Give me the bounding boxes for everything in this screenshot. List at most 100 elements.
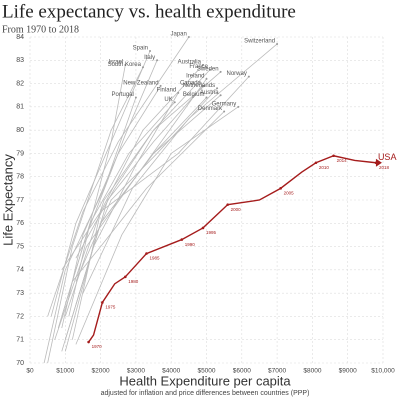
point-label: 1980	[128, 279, 139, 284]
series-line	[61, 85, 161, 329]
series-label: Canada	[180, 80, 202, 86]
x-tick-label: $5000	[197, 368, 215, 375]
series-line	[64, 97, 207, 340]
end-arrow	[375, 158, 382, 167]
series-label: UK	[164, 97, 172, 103]
y-tick-label: 75	[16, 243, 24, 250]
point-label: 2014	[337, 158, 348, 163]
x-axis-label: Health Expenditure per capita	[119, 373, 291, 388]
point-label: 1990	[185, 242, 196, 247]
point	[87, 340, 90, 344]
chart-title: Life expectancy vs. health expenditure	[2, 1, 296, 22]
series-label: Belgium	[183, 92, 205, 98]
x-tick-label: $3000	[127, 368, 145, 375]
end-point	[216, 87, 219, 90]
end-point	[201, 63, 204, 66]
end-point	[201, 84, 204, 87]
end-point	[177, 91, 180, 94]
y-tick-label: 71	[16, 337, 24, 344]
series-line	[43, 97, 137, 364]
point	[332, 154, 335, 158]
series-line	[75, 106, 239, 345]
series-label: Sweden	[197, 67, 219, 73]
x-tick-label: $1000	[56, 368, 74, 375]
end-point	[237, 105, 240, 108]
series-line	[68, 64, 126, 317]
y-tick-label: 82	[16, 80, 24, 87]
series-line	[61, 101, 176, 317]
series-line	[75, 85, 204, 305]
point	[180, 238, 184, 241]
point-label: 2000	[231, 207, 242, 212]
series-label: Portugal	[112, 92, 134, 98]
point	[201, 226, 205, 230]
y-tick-label: 80	[16, 127, 24, 134]
y-tick-label: 74	[16, 267, 24, 274]
series-label: Ireland	[186, 73, 204, 79]
series-label: Austria	[200, 90, 219, 96]
y-axis-label: Life Expectancy	[0, 154, 15, 246]
end-point	[141, 66, 144, 69]
x-tick-label: $4000	[162, 368, 180, 375]
series-line	[75, 71, 221, 259]
y-tick-label: 79	[16, 150, 24, 157]
series-line	[64, 69, 211, 317]
end-point	[247, 75, 250, 78]
end-point	[276, 42, 279, 45]
end-point	[156, 59, 159, 62]
end-point	[205, 77, 208, 80]
series-label: South Korea	[108, 62, 142, 68]
point-label: 2005	[284, 191, 295, 196]
point	[124, 275, 127, 279]
end-point	[124, 63, 127, 66]
point-label: 1995	[206, 230, 217, 235]
x-tick-label: $10,000	[371, 368, 395, 375]
point-label: 2010	[319, 165, 330, 170]
series-label: France	[189, 64, 208, 70]
series-line	[71, 64, 204, 340]
end-point	[173, 101, 176, 104]
series-line	[64, 92, 179, 352]
series-line	[47, 67, 144, 364]
series-label: Israel	[109, 60, 124, 66]
series-label: Norway	[227, 71, 247, 77]
y-tick-label: 76	[16, 220, 24, 227]
end-point	[134, 96, 137, 99]
x-tick-label: $2000	[92, 368, 110, 375]
series-line	[88, 155, 377, 343]
series-label: Germany	[212, 101, 237, 107]
point-label: 1970	[92, 344, 103, 349]
end-point	[149, 49, 152, 52]
x-tick-label: $6000	[233, 368, 251, 375]
series-label: Australia	[178, 60, 202, 66]
y-tick-label: 72	[16, 313, 24, 320]
point	[314, 161, 318, 165]
series-line	[61, 76, 250, 271]
point	[279, 187, 282, 190]
end-point	[223, 110, 226, 113]
point	[226, 203, 229, 206]
point	[374, 161, 378, 165]
point	[101, 301, 104, 304]
y-tick-label: 84	[16, 34, 24, 41]
point-label: 1985	[149, 256, 160, 261]
series-label: Japan	[170, 32, 186, 38]
y-tick-label: 83	[16, 57, 24, 64]
end-point	[209, 68, 212, 71]
series-label: Netherlands	[183, 83, 215, 89]
y-tick-label: 81	[16, 104, 24, 111]
series-label: Finland	[157, 87, 177, 93]
series-line	[72, 111, 225, 282]
y-tick-label: 73	[16, 290, 24, 297]
x-tick-label: $9000	[339, 368, 357, 375]
end-point	[187, 36, 190, 38]
point	[145, 252, 148, 255]
end-point	[159, 84, 162, 87]
y-tick-label: 70	[16, 360, 24, 367]
x-tick-label: $8000	[303, 368, 321, 375]
end-point	[205, 96, 208, 99]
x-tick-label: $0	[26, 368, 34, 375]
point-label: 2018	[379, 165, 390, 170]
series-label: Italy	[144, 55, 155, 61]
